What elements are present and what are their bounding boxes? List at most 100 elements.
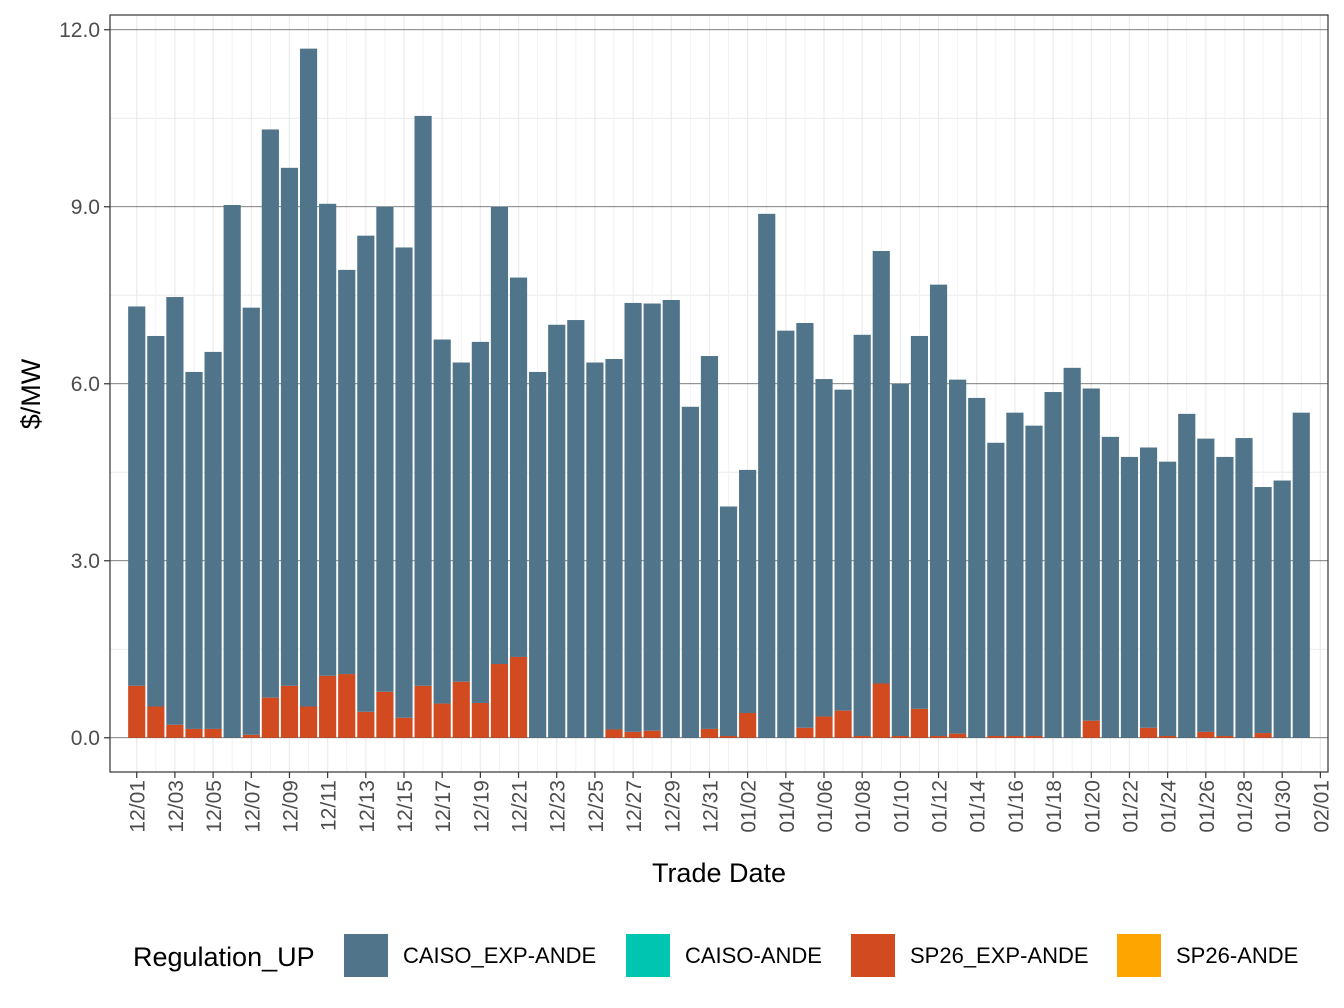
x-tick-label: 01/16 <box>1005 780 1028 833</box>
bar-segment <box>681 406 699 738</box>
bar-segment <box>700 356 719 729</box>
bar-segment <box>204 728 222 738</box>
bar-segment <box>1254 733 1272 738</box>
bar-segment <box>433 339 451 704</box>
bar-segment <box>987 736 1005 738</box>
bar-segment <box>777 330 795 738</box>
x-tick-label: 12/17 <box>432 780 455 833</box>
y-tick-label: 6.0 <box>71 373 100 396</box>
bar-segment <box>1216 456 1234 737</box>
bar-segment <box>204 351 222 729</box>
x-tick-label: 12/27 <box>623 780 646 833</box>
x-tick-label: 12/07 <box>241 780 264 833</box>
bar-segment <box>834 710 852 738</box>
bar-segment <box>853 334 871 737</box>
legend-label: SP26_EXP-ANDE <box>910 943 1089 968</box>
x-tick-label: 12/21 <box>509 780 532 833</box>
bar-segment <box>624 302 642 732</box>
bar-segment <box>548 324 566 738</box>
x-axis-title: Trade Date <box>652 858 786 888</box>
x-tick-label: 01/10 <box>890 780 913 833</box>
bar-segment <box>1025 425 1043 737</box>
bar-segment <box>605 358 623 730</box>
x-tick-label: 01/08 <box>852 780 875 833</box>
bar-segment <box>1139 447 1158 728</box>
bar-segment <box>929 284 948 737</box>
bar-segment <box>567 320 585 738</box>
bar-segment <box>834 389 852 711</box>
x-tick-label: 12/05 <box>203 780 226 833</box>
x-tick-label: 12/01 <box>127 780 150 833</box>
bar-segment <box>471 341 489 703</box>
bar-segment <box>719 506 738 737</box>
bar-segment <box>1292 412 1310 738</box>
bar-segment <box>471 702 489 738</box>
x-tick-label: 01/14 <box>967 780 990 833</box>
bar-segment <box>490 664 509 738</box>
bar-segment <box>1178 413 1196 738</box>
bar-segment <box>433 703 451 738</box>
x-tick-label: 12/03 <box>165 780 188 833</box>
x-tick-label: 12/23 <box>547 780 570 833</box>
bar-segment <box>490 206 509 665</box>
bar-segment <box>147 706 165 738</box>
bar-segment <box>529 371 547 738</box>
bar-segment <box>662 299 680 738</box>
bar-segment <box>128 306 146 686</box>
bar-segment <box>1101 436 1119 738</box>
legend-title: Regulation_UP <box>133 942 315 972</box>
bar-segment <box>242 307 260 735</box>
bar-segment <box>185 728 203 738</box>
y-axis-title: $/MW <box>16 358 46 429</box>
bar-segment <box>280 685 299 738</box>
bar-segment <box>242 734 260 738</box>
bar-segment <box>128 685 146 738</box>
bar-segment <box>1044 392 1062 738</box>
bar-segment <box>357 711 375 738</box>
bar-segment <box>1159 461 1177 737</box>
bar-segment <box>929 736 948 738</box>
bar-segment <box>815 716 833 738</box>
bar-segment <box>299 706 318 738</box>
y-tick-label: 0.0 <box>71 727 100 750</box>
bar-segment <box>891 736 909 738</box>
bar-segment <box>376 206 394 692</box>
y-tick-label: 3.0 <box>71 550 100 573</box>
x-tick-label: 02/01 <box>1310 780 1333 833</box>
bar-segment <box>758 213 776 738</box>
x-tick-label: 12/19 <box>470 780 493 833</box>
bar-segment <box>910 708 929 738</box>
bar-segment <box>700 728 719 738</box>
bar-segment <box>1273 480 1291 738</box>
bar-segment <box>299 48 318 707</box>
bar-segment <box>166 297 184 725</box>
x-tick-label: 12/15 <box>394 780 417 833</box>
bar-segment <box>261 697 279 738</box>
x-tick-label: 01/22 <box>1119 780 1142 833</box>
y-tick-label: 12.0 <box>59 19 100 42</box>
bar-segment <box>185 371 203 729</box>
x-tick-label: 01/04 <box>776 780 799 833</box>
bar-segment <box>739 712 757 738</box>
x-tick-label: 01/28 <box>1234 780 1257 833</box>
bar-segment <box>414 685 432 738</box>
bar-segment <box>223 204 241 738</box>
bar-segment <box>319 203 337 676</box>
bar-segment <box>147 335 165 707</box>
legend-key <box>626 934 670 977</box>
bar-segment <box>796 727 814 738</box>
bar-segment <box>395 247 413 718</box>
bar-segment <box>643 303 661 731</box>
x-tick-label: 12/13 <box>356 780 379 833</box>
bar-segment <box>1025 736 1043 738</box>
x-tick-label: 12/25 <box>585 780 608 833</box>
bar-segment <box>586 362 604 738</box>
x-tick-label: 01/12 <box>929 780 952 833</box>
x-tick-label: 12/31 <box>699 780 722 833</box>
bar-segment <box>376 691 394 738</box>
bar-segment <box>624 731 642 738</box>
bar-segment <box>643 730 661 738</box>
bar-segment <box>166 724 184 738</box>
x-tick-label: 12/09 <box>279 780 302 833</box>
y-tick-label: 9.0 <box>71 196 100 219</box>
